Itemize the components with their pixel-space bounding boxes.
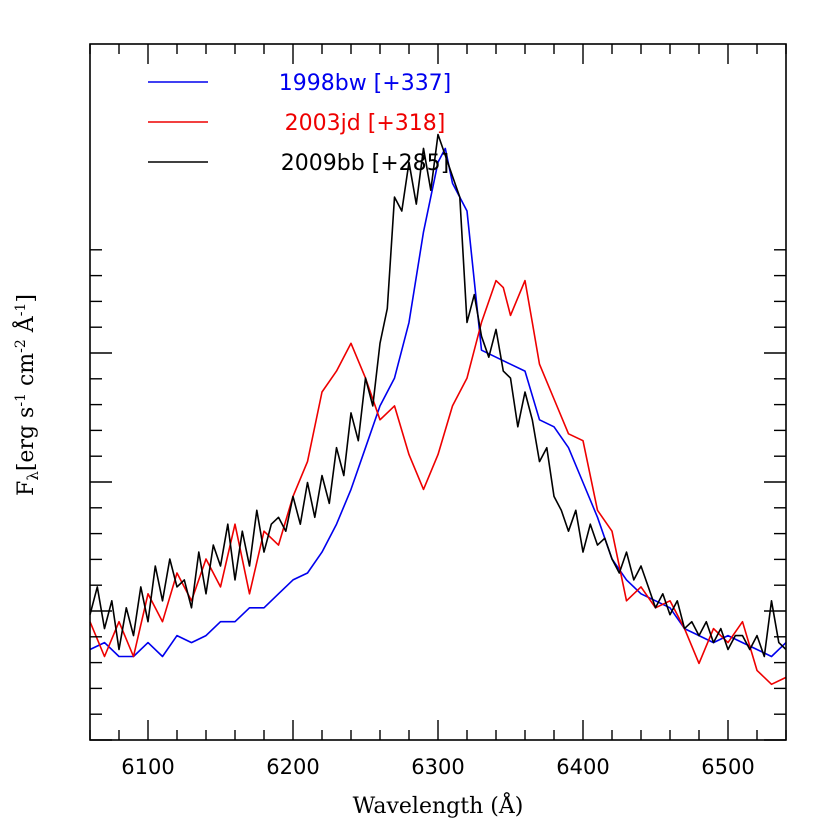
y-axis-title-sup2: -2 xyxy=(13,339,29,353)
legend-layer: 1998bw [+337] 2003jd [+318] 2009bb [+285] xyxy=(148,71,451,176)
x-tick-label: 6300 xyxy=(411,755,464,779)
legend-label-1: 1998bw [+337] xyxy=(279,71,452,96)
legend-label-2: 2003jd [+318] xyxy=(285,111,446,136)
y-axis-title-b: cm xyxy=(14,353,39,393)
axes-layer: 6100 6200 6300 6400 6500 xyxy=(89,43,787,779)
y-axis-title-d: ] xyxy=(14,294,39,303)
series-line-3 xyxy=(89,133,787,658)
y-axis-title-sup3: -1 xyxy=(13,303,29,317)
x-axis-title: Wavelength (Å) xyxy=(353,791,524,819)
x-tick-label: 6200 xyxy=(266,755,319,779)
x-tick-label: 6100 xyxy=(121,755,174,779)
legend-label-3: 2009bb [+285] xyxy=(281,151,450,176)
plot-frame xyxy=(89,43,787,741)
y-axis-title-sub: λ xyxy=(24,471,42,481)
x-tick-label: 6500 xyxy=(701,755,754,779)
x-tick-label: 6400 xyxy=(556,755,609,779)
series-layer xyxy=(89,133,787,686)
series-line-2 xyxy=(89,279,787,686)
y-axis-title-sup1: -1 xyxy=(13,393,29,407)
y-axis-title-base: F xyxy=(14,481,39,496)
y-axis-title-c: Å xyxy=(11,315,39,339)
y-axis-title: Fλ[erg s-1 cm-2 Å-1] xyxy=(11,294,42,496)
y-axis-title-a: [erg s xyxy=(14,407,39,472)
